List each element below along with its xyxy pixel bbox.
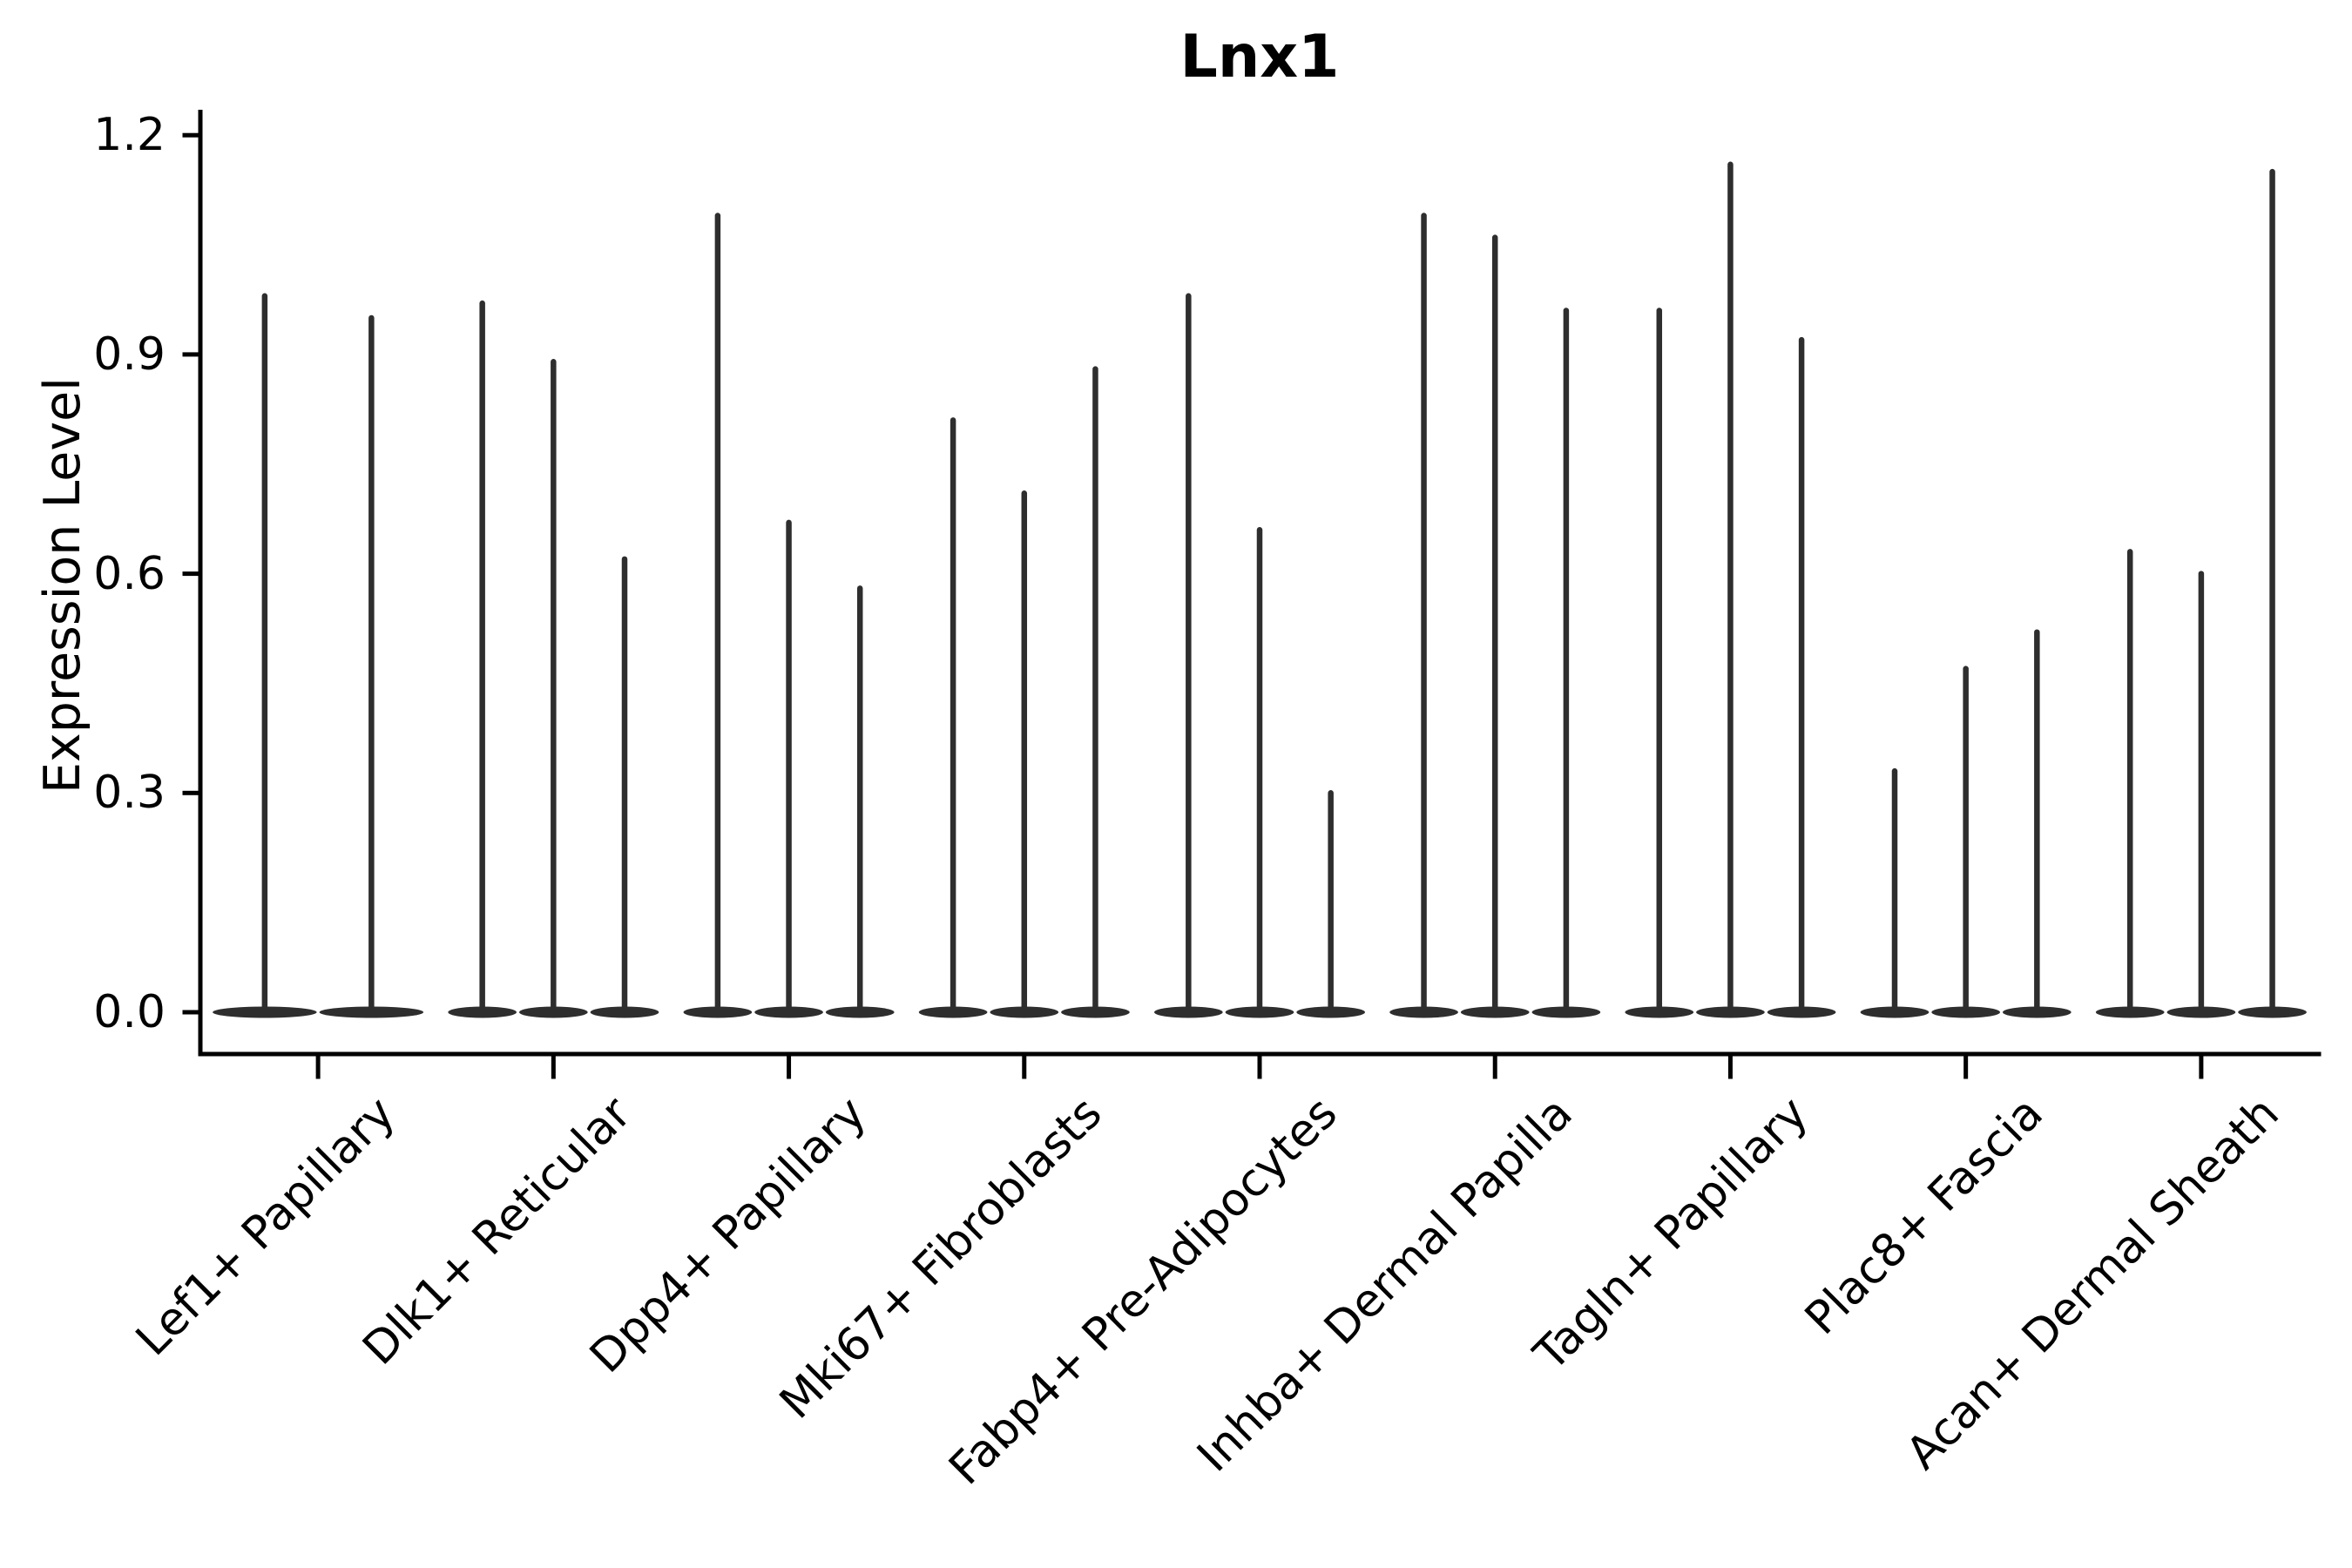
x-tick-mark — [1727, 1056, 1733, 1079]
y-tick-mark — [182, 352, 199, 357]
y-tick-mark — [182, 790, 199, 795]
y-tick-label: 0.9 — [93, 328, 166, 381]
y-tick-mark — [182, 1010, 199, 1015]
y-tick-mark — [182, 571, 199, 577]
y-axis-spine — [198, 110, 203, 1057]
x-tick-mark — [787, 1056, 792, 1079]
y-tick-label: 0.6 — [93, 547, 166, 600]
y-tick-label: 0.0 — [93, 986, 166, 1038]
x-axis-spine — [198, 1051, 2322, 1057]
x-tick-mark — [551, 1056, 556, 1079]
x-tick-mark — [1963, 1056, 1969, 1079]
y-tick-mark — [182, 132, 199, 138]
x-tick-mark — [315, 1056, 321, 1079]
chart-title: Lnx1 — [1179, 23, 1340, 91]
y-tick-label: 0.3 — [93, 767, 166, 820]
x-tick-mark — [1257, 1056, 1262, 1079]
x-tick-mark — [1492, 1056, 1497, 1079]
y-tick-label: 1.2 — [93, 109, 166, 162]
x-tick-mark — [2199, 1056, 2204, 1079]
x-tick-mark — [1022, 1056, 1027, 1079]
